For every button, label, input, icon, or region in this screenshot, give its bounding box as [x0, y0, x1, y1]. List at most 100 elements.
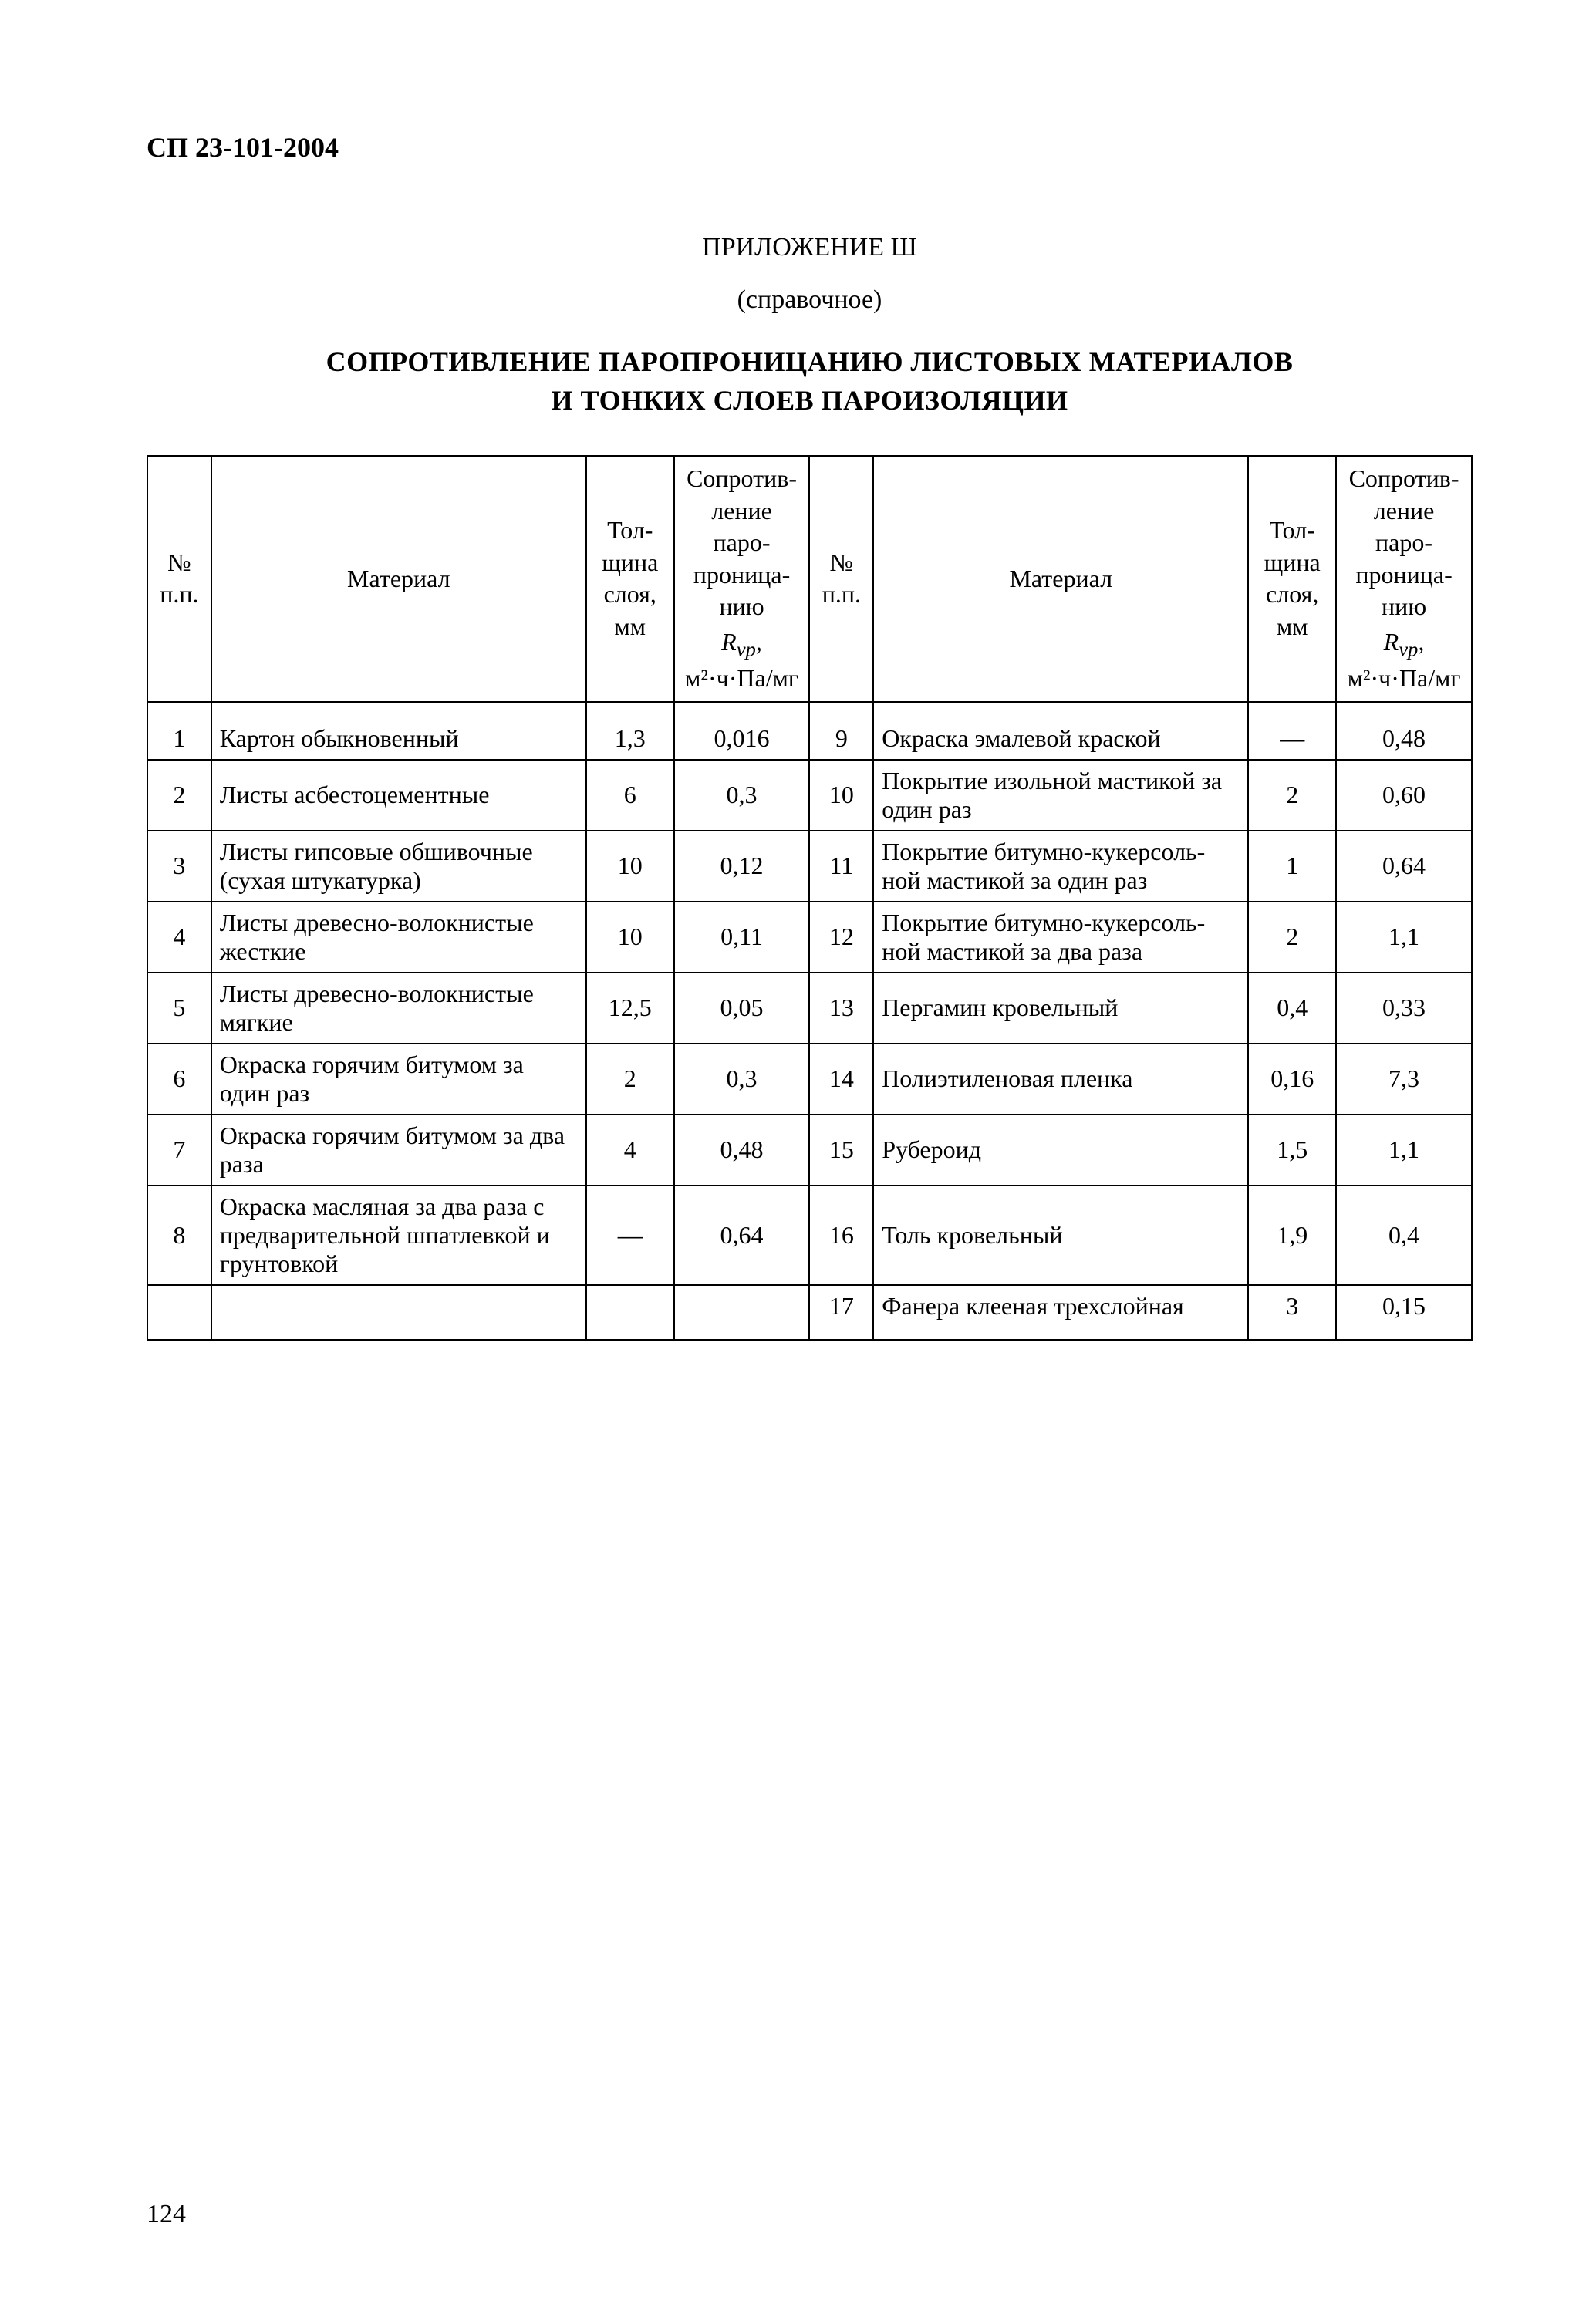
cell-number-left: 1 — [147, 702, 211, 760]
cell-number-right: 10 — [809, 760, 873, 831]
cell-thickness-left: 1,3 — [586, 702, 674, 760]
cell-thickness-left: 6 — [586, 760, 674, 831]
cell-resistance-right: 0,15 — [1336, 1285, 1472, 1340]
cell-material-right: Фанера клееная трехслойная — [873, 1285, 1248, 1340]
cell-material-left — [211, 1285, 586, 1340]
cell-number-left: 3 — [147, 831, 211, 902]
resistance-symbol: Rvp, — [683, 626, 801, 663]
table-body: 1Картон обыкновенный1,30,0169Окраска эма… — [147, 702, 1472, 1340]
cell-number-left: 6 — [147, 1044, 211, 1115]
cell-resistance-right: 0,4 — [1336, 1186, 1472, 1285]
cell-material-left: Окраска горячим битумом за два раза — [211, 1115, 586, 1186]
cell-thickness-right: 1,5 — [1248, 1115, 1336, 1186]
cell-number-right: 11 — [809, 831, 873, 902]
cell-resistance-left — [674, 1285, 810, 1340]
cell-thickness-right: 2 — [1248, 760, 1336, 831]
header-resistance-right: Сопротив- ление паро- проница- нию Rvp, … — [1336, 456, 1472, 702]
cell-resistance-right: 7,3 — [1336, 1044, 1472, 1115]
cell-resistance-left: 0,64 — [674, 1186, 810, 1285]
cell-thickness-left: 2 — [586, 1044, 674, 1115]
cell-resistance-left: 0,016 — [674, 702, 810, 760]
table-row: 3Листы гипсовые обшивочные (сухая штукат… — [147, 831, 1472, 902]
cell-material-right: Окраска эмалевой краской — [873, 702, 1248, 760]
table-row: 1Картон обыкновенный1,30,0169Окраска эма… — [147, 702, 1472, 760]
cell-resistance-right: 0,64 — [1336, 831, 1472, 902]
cell-material-left: Листы гипсовые обшивочные (сухая штукату… — [211, 831, 586, 902]
cell-number-left: 8 — [147, 1186, 211, 1285]
page-number: 124 — [147, 2200, 186, 2229]
cell-thickness-right: 2 — [1248, 902, 1336, 973]
cell-thickness-right: 0,4 — [1248, 973, 1336, 1044]
table-row: 17Фанера клееная трехслойная30,15 — [147, 1285, 1472, 1340]
cell-thickness-left: 10 — [586, 902, 674, 973]
header-number-left: № п.п. — [147, 456, 211, 702]
main-title-line2: И ТОНКИХ СЛОЕВ ПАРОИЗОЛЯЦИИ — [147, 384, 1473, 417]
table-row: 7Окраска горячим битумом за два раза40,4… — [147, 1115, 1472, 1186]
cell-number-right: 9 — [809, 702, 873, 760]
cell-number-right: 13 — [809, 973, 873, 1044]
table-row: 2Листы асбестоцементные60,310Покрытие из… — [147, 760, 1472, 831]
cell-number-left: 2 — [147, 760, 211, 831]
cell-material-right: Покрытие битумно-кукерсоль-​ной мастикой… — [873, 902, 1248, 973]
cell-resistance-right: 1,1 — [1336, 902, 1472, 973]
cell-thickness-left: 4 — [586, 1115, 674, 1186]
cell-thickness-right: 3 — [1248, 1285, 1336, 1340]
cell-material-left: Картон обыкновенный — [211, 702, 586, 760]
document-code: СП 23-101-2004 — [147, 131, 1473, 164]
table-row: 4Листы древесно-волокнистые жесткие100,1… — [147, 902, 1472, 973]
cell-number-left: 4 — [147, 902, 211, 973]
cell-resistance-left: 0,48 — [674, 1115, 810, 1186]
cell-material-right: Пергамин кровельный — [873, 973, 1248, 1044]
cell-material-left: Листы асбестоцементные — [211, 760, 586, 831]
cell-number-right: 14 — [809, 1044, 873, 1115]
table-row: 8Окраска масляная за два раза с предвари… — [147, 1186, 1472, 1285]
cell-resistance-right: 1,1 — [1336, 1115, 1472, 1186]
cell-number-left — [147, 1285, 211, 1340]
cell-resistance-left: 0,12 — [674, 831, 810, 902]
header-material-right: Материал — [873, 456, 1248, 702]
cell-material-left: Окраска масляная за два раза с предварит… — [211, 1186, 586, 1285]
cell-resistance-left: 0,3 — [674, 760, 810, 831]
cell-number-right: 12 — [809, 902, 873, 973]
cell-material-left: Листы древесно-волокнистые мягкие — [211, 973, 586, 1044]
cell-thickness-right: — — [1248, 702, 1336, 760]
resistance-unit: м²·ч·Па/мг — [683, 663, 801, 695]
cell-resistance-right: 0,33 — [1336, 973, 1472, 1044]
cell-thickness-left: — — [586, 1186, 674, 1285]
cell-number-right: 16 — [809, 1186, 873, 1285]
appendix-label: ПРИЛОЖЕНИЕ Ш — [147, 233, 1473, 262]
cell-thickness-right: 1,9 — [1248, 1186, 1336, 1285]
table-row: 5Листы древесно-волокнистые мягкие12,50,… — [147, 973, 1472, 1044]
header-thickness-left: Тол- щина слоя, мм — [586, 456, 674, 702]
cell-number-right: 17 — [809, 1285, 873, 1340]
cell-thickness-left — [586, 1285, 674, 1340]
cell-resistance-right: 0,48 — [1336, 702, 1472, 760]
cell-thickness-left: 10 — [586, 831, 674, 902]
cell-number-left: 5 — [147, 973, 211, 1044]
cell-number-right: 15 — [809, 1115, 873, 1186]
main-title-line1: СОПРОТИВЛЕНИЕ ПАРОПРОНИЦАНИЮ ЛИСТОВЫХ МА… — [147, 346, 1473, 378]
cell-material-left: Листы древесно-волокнистые жесткие — [211, 902, 586, 973]
cell-resistance-left: 0,05 — [674, 973, 810, 1044]
cell-material-right: Полиэтиленовая пленка — [873, 1044, 1248, 1115]
table-header: № п.п. Материал Тол- щина слоя, мм Сопро… — [147, 456, 1472, 702]
cell-material-right: Толь кровельный — [873, 1186, 1248, 1285]
cell-number-left: 7 — [147, 1115, 211, 1186]
cell-thickness-right: 0,16 — [1248, 1044, 1336, 1115]
header-resistance-left: Сопротив- ление паро- проница- нию Rvp, … — [674, 456, 810, 702]
materials-table: № п.п. Материал Тол- щина слоя, мм Сопро… — [147, 455, 1473, 1341]
page: СП 23-101-2004 ПРИЛОЖЕНИЕ Ш (справочное)… — [0, 0, 1596, 2314]
cell-material-right: Покрытие изольной мастикой за один раз — [873, 760, 1248, 831]
cell-resistance-left: 0,11 — [674, 902, 810, 973]
appendix-subtitle: (справочное) — [147, 285, 1473, 315]
cell-material-right: Рубероид — [873, 1115, 1248, 1186]
header-number-right: № п.п. — [809, 456, 873, 702]
header-number-text: № п.п. — [156, 547, 203, 611]
cell-thickness-left: 12,5 — [586, 973, 674, 1044]
cell-material-left: Окраска горячим битумом за один раз — [211, 1044, 586, 1115]
header-material-left: Материал — [211, 456, 586, 702]
cell-thickness-right: 1 — [1248, 831, 1336, 902]
header-thickness-right: Тол- щина слоя, мм — [1248, 456, 1336, 702]
cell-resistance-left: 0,3 — [674, 1044, 810, 1115]
cell-resistance-right: 0,60 — [1336, 760, 1472, 831]
